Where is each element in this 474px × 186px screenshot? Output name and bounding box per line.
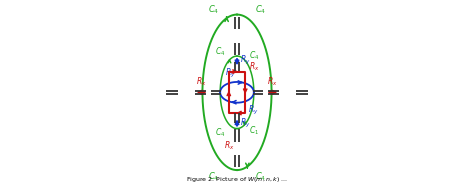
Text: $C_4$: $C_4$	[255, 4, 266, 16]
Text: $R_x$: $R_x$	[267, 76, 278, 88]
Text: Figure 2. Picture of $W(m, n, k)$ ...: Figure 2. Picture of $W(m, n, k)$ ...	[186, 175, 288, 184]
Text: $C_4$: $C_4$	[215, 45, 225, 58]
Text: $C_4$: $C_4$	[208, 170, 219, 183]
Text: $R_y$: $R_y$	[239, 54, 250, 67]
Text: $R_x$: $R_x$	[196, 76, 207, 88]
Text: $C_4$: $C_4$	[215, 127, 225, 139]
Text: $R_y$: $R_y$	[239, 117, 250, 130]
Text: $C_1$: $C_1$	[249, 124, 259, 137]
Text: $R_y$: $R_y$	[248, 104, 259, 117]
Text: $R_x$: $R_x$	[224, 140, 235, 152]
Text: $R_y$: $R_y$	[225, 67, 236, 80]
Text: $R_x$: $R_x$	[249, 60, 260, 73]
Text: $C_4$: $C_4$	[255, 170, 266, 183]
Text: $C_4$: $C_4$	[249, 50, 259, 62]
Text: $C_4$: $C_4$	[208, 4, 219, 16]
